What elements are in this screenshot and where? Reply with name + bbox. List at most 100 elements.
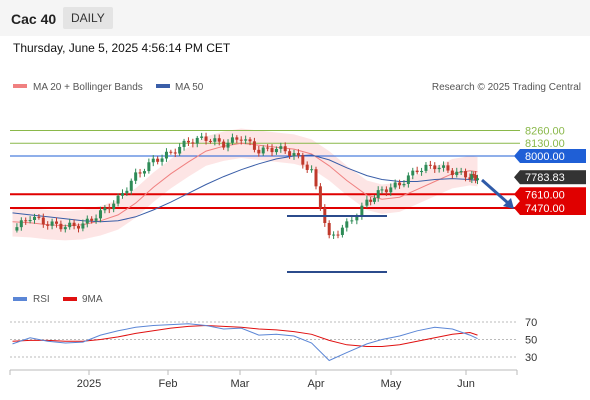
candle-body xyxy=(345,221,349,228)
candle-body xyxy=(455,171,459,176)
candle-body xyxy=(107,207,111,210)
candle-body xyxy=(402,183,406,186)
candle-body xyxy=(474,175,478,181)
candle-body xyxy=(191,142,195,144)
candle-body xyxy=(94,218,98,221)
bollinger-band xyxy=(12,128,478,241)
candle-body xyxy=(156,158,160,162)
candle-body xyxy=(50,221,54,226)
level-tag-7783.83 xyxy=(520,170,586,185)
candle-body xyxy=(134,172,138,181)
candle-body xyxy=(450,170,454,176)
level-label-8260.00: 8260.00 xyxy=(525,125,565,137)
x-tick-label: Jun xyxy=(457,378,475,390)
candle-body xyxy=(103,207,107,211)
candle-body xyxy=(195,137,199,144)
candle-body xyxy=(222,141,226,148)
candle-body xyxy=(19,220,23,228)
ma50-legend-swatch xyxy=(156,84,170,88)
candle-body xyxy=(213,138,217,142)
candle-body xyxy=(151,158,155,163)
candle-body xyxy=(147,162,151,172)
candle-body xyxy=(314,169,318,187)
candle-body xyxy=(15,227,19,231)
candle-body xyxy=(142,171,146,174)
candle-body xyxy=(98,210,102,219)
rsi-ma-legend-swatch xyxy=(63,297,77,301)
candle-body xyxy=(274,148,278,153)
rsi-axis-labels: 70 50 30 xyxy=(525,317,537,364)
rsi-tick-50: 50 xyxy=(525,335,537,347)
x-tick-label: Mar xyxy=(231,378,250,390)
candle-body xyxy=(411,170,415,176)
rsi-ma-legend-label: 9MA xyxy=(82,294,103,305)
candle-body xyxy=(200,136,204,138)
candle-body xyxy=(389,187,393,193)
arrow-head xyxy=(503,198,514,209)
candle-body xyxy=(120,193,124,196)
candle-body xyxy=(406,175,410,184)
candle-body xyxy=(292,153,296,156)
candle-body xyxy=(384,189,388,193)
candle-body xyxy=(90,218,94,221)
candle-body xyxy=(288,151,292,156)
candle-body xyxy=(355,216,359,221)
candle-body xyxy=(318,186,322,209)
level-lines xyxy=(10,129,520,209)
candle-body xyxy=(296,153,300,156)
x-tick-label: Feb xyxy=(159,378,178,390)
level-tag-pointer xyxy=(514,201,520,215)
candle-body xyxy=(182,140,186,147)
arrow-shaft xyxy=(481,178,509,205)
period-button[interactable]: DAILY xyxy=(63,7,113,29)
candle-body xyxy=(76,226,80,229)
candle-body xyxy=(160,158,164,162)
candle-body xyxy=(257,149,261,154)
candle-body xyxy=(340,227,344,235)
level-tag-7610.00 xyxy=(520,187,586,202)
x-tick-label: May xyxy=(381,378,402,390)
candle-body xyxy=(239,139,243,141)
candle-body xyxy=(270,148,274,153)
candle-body xyxy=(138,172,142,174)
candle-body xyxy=(327,223,331,236)
candle-body xyxy=(433,165,437,170)
candle-body xyxy=(470,174,474,180)
candle-body xyxy=(186,140,190,143)
candle-body xyxy=(116,195,120,204)
rsi-legend-label: RSI xyxy=(33,294,50,305)
candle-body xyxy=(380,189,384,191)
candle-body xyxy=(283,146,287,152)
candle-body xyxy=(129,180,133,191)
ma20-legend-label: MA 20 + Bollinger Bands xyxy=(33,82,143,93)
candle-body xyxy=(332,234,336,236)
x-tick-label: 2025 xyxy=(77,378,101,390)
candle-body xyxy=(217,138,221,142)
candle-body xyxy=(372,197,376,202)
candle-body xyxy=(279,146,283,149)
candle-body xyxy=(226,142,230,148)
level-label-7783.83: 7783.83 xyxy=(525,172,565,184)
level-tag-pointer xyxy=(514,170,520,185)
candle-body xyxy=(398,182,402,186)
candle-body xyxy=(266,147,270,149)
candle-body xyxy=(475,178,479,181)
candle-body xyxy=(424,164,428,171)
candle-body xyxy=(468,177,472,180)
level-label-8000.00: 8000.00 xyxy=(525,151,565,163)
candle-body xyxy=(33,216,37,221)
candle-body xyxy=(173,152,177,154)
candle-body xyxy=(112,203,116,210)
ma50-legend-label: MA 50 xyxy=(175,82,204,93)
candlesticks xyxy=(15,132,479,239)
ma20-legend-swatch xyxy=(13,84,27,88)
candle-body xyxy=(301,155,305,165)
candle-body xyxy=(360,205,364,217)
candle-body xyxy=(204,136,208,141)
rsi-tick-30: 30 xyxy=(525,352,537,364)
symbol-title: Cac 40 xyxy=(11,11,57,27)
candle-body xyxy=(415,170,419,173)
candle-body xyxy=(305,164,309,170)
candle-body xyxy=(41,217,45,225)
